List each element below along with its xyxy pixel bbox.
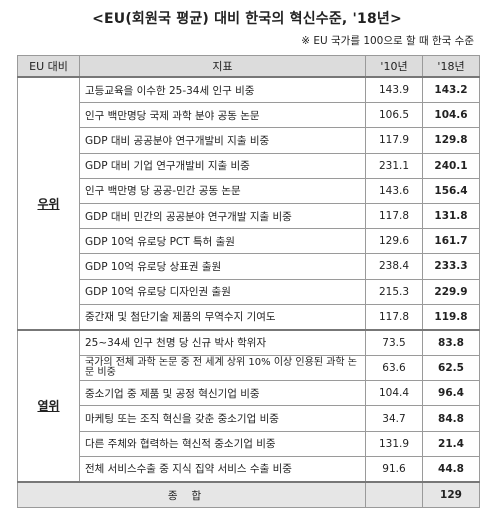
value-2018-cell: 104.6: [422, 102, 480, 129]
value-2018-cell: 240.1: [422, 152, 480, 179]
table-row: GDP 대비 기업 연구개발비 지출 비중 231.1 240.1: [18, 152, 480, 179]
value-2010-cell: 106.5: [365, 102, 423, 129]
table-row: 마케팅 또는 조직 혁신을 갖춘 중소기업 비중 34.7 84.8: [18, 405, 480, 432]
header-2010: '10년: [365, 55, 423, 78]
innovation-table: EU 대비 지표 '10년 '18년 우위 고등교육을 이수한 25-34세 인구…: [17, 55, 480, 508]
total-row: 종합 129: [17, 481, 480, 508]
value-2018-cell: 21.4: [422, 430, 480, 457]
value-2010-cell: 117.8: [365, 202, 423, 230]
value-2010-cell: 238.4: [365, 253, 423, 280]
value-2018-cell: 229.9: [422, 278, 480, 305]
table-row: GDP 대비 공공분야 연구개발비 지출 비중 117.9 129.8: [18, 127, 480, 154]
header-category: EU 대비: [17, 55, 80, 78]
value-2010-cell: 143.6: [365, 177, 423, 204]
indicator-cell: 다른 주체와 협력하는 혁신적 중소기업 비중: [79, 430, 366, 457]
indicator-cell: 마케팅 또는 조직 혁신을 갖춘 중소기업 비중: [79, 405, 366, 432]
table-body: 우위 고등교육을 이수한 25-34세 인구 비중 143.9 143.2 인구 백만명…: [17, 76, 480, 508]
indicator-cell: 25~34세 인구 천명 당 신규 박사 학위자: [79, 328, 366, 357]
indicator-cell: 국가의 전체 과학 논문 중 전 세계 상위 10% 이상 인용된 과학 논문 …: [79, 355, 366, 382]
value-2010-cell: 117.9: [365, 127, 423, 154]
scale-note: ※ EU 국가를 100으로 할 때 한국 수준: [301, 35, 474, 47]
indicator-cell: GDP 대비 기업 연구개발비 지출 비중: [79, 152, 366, 179]
table-row: GDP 대비 민간의 공공분야 연구개발 지출 비중 117.8 131.8: [18, 202, 480, 230]
table-row: GDP 10억 유로당 상표권 출원 238.4 233.3: [18, 253, 480, 280]
value-2018-cell: 44.8: [422, 455, 480, 483]
category-label: 열위: [17, 328, 80, 483]
total-2010-cell: [365, 481, 423, 508]
total-label: 종합: [17, 481, 366, 508]
value-2010-cell: 131.9: [365, 430, 423, 457]
category-label: 우위: [17, 76, 80, 331]
value-2018-cell: 233.3: [422, 253, 480, 280]
value-2018-cell: 84.8: [422, 405, 480, 432]
indicator-cell: GDP 10억 유로당 PCT 특허 출원: [79, 228, 366, 255]
indicator-cell: GDP 10억 유로당 디자인권 출원: [79, 278, 366, 305]
table-row: 인구 백만명당 국제 과학 분야 공동 논문 106.5 104.6: [18, 102, 480, 129]
indicator-cell: 인구 백만명 당 공공-민간 공동 논문: [79, 177, 366, 204]
table-row: GDP 10억 유로당 디자인권 출원 215.3 229.9: [18, 278, 480, 305]
value-2010-cell: 91.6: [365, 455, 423, 483]
value-2018-cell: 119.8: [422, 303, 480, 331]
page: <EU(회원국 평균) 대비 한국의 혁신수준, '18년> ※ EU 국가를 …: [17, 11, 480, 508]
indicator-cell: GDP 대비 민간의 공공분야 연구개발 지출 비중: [79, 202, 366, 230]
indicator-cell: GDP 대비 공공분야 연구개발비 지출 비중: [79, 127, 366, 154]
value-2010-cell: 231.1: [365, 152, 423, 179]
header-row: EU 대비 지표 '10년 '18년: [17, 55, 480, 78]
indicator-cell: 전체 서비스수출 중 지식 집약 서비스 수출 비중: [79, 455, 366, 483]
indicator-cell: 인구 백만명당 국제 과학 분야 공동 논문: [79, 102, 366, 129]
value-2010-cell: 215.3: [365, 278, 423, 305]
indicator-cell: 중간재 및 첨단기술 제품의 무역수지 기여도: [79, 303, 366, 331]
value-2010-cell: 129.6: [365, 228, 423, 255]
indicator-cell: GDP 10억 유로당 상표권 출원: [79, 253, 366, 280]
value-2018-cell: 156.4: [422, 177, 480, 204]
value-2010-cell: 143.9: [365, 76, 423, 104]
table-row: 전체 서비스수출 중 지식 집약 서비스 수출 비중 91.6 44.8: [18, 455, 480, 483]
table-row: 국가의 전체 과학 논문 중 전 세계 상위 10% 이상 인용된 과학 논문 …: [18, 355, 480, 382]
indicator-cell: 중소기업 중 제품 및 공정 혁신기업 비중: [79, 380, 366, 407]
header-2018: '18년: [422, 55, 480, 78]
value-2010-cell: 104.4: [365, 380, 423, 407]
table-row: 인구 백만명 당 공공-민간 공동 논문 143.6 156.4: [18, 177, 480, 204]
value-2018-cell: 62.5: [422, 355, 480, 382]
table-row: 중간재 및 첨단기술 제품의 무역수지 기여도 117.8 119.8: [18, 303, 480, 331]
table-row: 열위 25~34세 인구 천명 당 신규 박사 학위자 73.5 83.8: [17, 328, 480, 483]
value-2010-cell: 63.6: [365, 355, 423, 382]
value-2018-cell: 143.2: [422, 76, 480, 104]
value-2018-cell: 83.8: [422, 328, 480, 357]
value-2018-cell: 161.7: [422, 228, 480, 255]
table-row: 중소기업 중 제품 및 공정 혁신기업 비중 104.4 96.4: [18, 380, 480, 407]
value-2010-cell: 117.8: [365, 303, 423, 331]
table-row: 우위 고등교육을 이수한 25-34세 인구 비중 143.9 143.2: [17, 76, 480, 331]
value-2010-cell: 73.5: [365, 328, 423, 357]
table-row: GDP 10억 유로당 PCT 특허 출원 129.6 161.7: [18, 228, 480, 255]
indicator-cell: 고등교육을 이수한 25-34세 인구 비중: [79, 76, 366, 104]
header-indicator: 지표: [79, 55, 366, 78]
total-2018-cell: 129: [422, 481, 480, 508]
table-row: 다른 주체와 협력하는 혁신적 중소기업 비중 131.9 21.4: [18, 430, 480, 457]
value-2018-cell: 131.8: [422, 202, 480, 230]
page-title: <EU(회원국 평균) 대비 한국의 혁신수준, '18년>: [92, 11, 402, 27]
value-2018-cell: 96.4: [422, 380, 480, 407]
value-2010-cell: 34.7: [365, 405, 423, 432]
value-2018-cell: 129.8: [422, 127, 480, 154]
